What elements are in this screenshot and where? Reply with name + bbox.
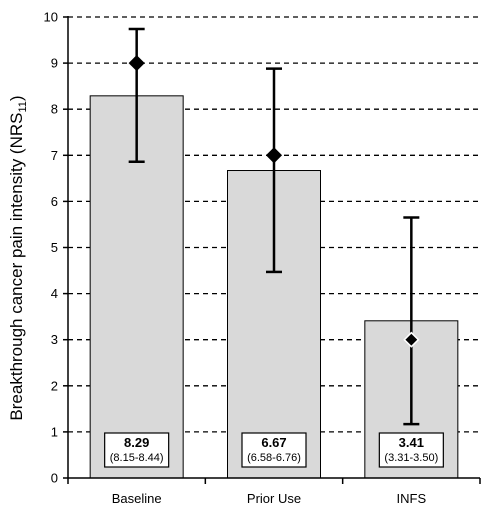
value-label-mean-prior-use: 6.67	[261, 435, 286, 450]
value-labels: 8.29 (8.15-8.44) 6.67 (6.58-6.76) 3.41 (3.31-…	[104, 432, 444, 468]
value-label-box-baseline	[104, 432, 170, 468]
value-label-box-infs	[378, 432, 444, 468]
y-tick-label-5: 5	[51, 240, 58, 255]
y-tick-label-3: 3	[51, 332, 58, 347]
y-tick-label-8: 8	[51, 102, 58, 117]
value-label-mean-baseline: 8.29	[124, 435, 149, 450]
median-marker-prior-use	[265, 147, 283, 164]
axes	[63, 16, 481, 484]
y-tick-label-7: 7	[51, 148, 58, 163]
y-tick-label-1: 1	[51, 424, 58, 439]
category-label-prior-use: Prior Use	[247, 491, 301, 506]
y-tick-label-10: 10	[44, 10, 58, 25]
y-tick-label-6: 6	[51, 194, 58, 209]
y-tick-label-4: 4	[51, 286, 58, 301]
error-bars	[128, 27, 420, 426]
value-label-ci-infs: (3.31-3.50)	[384, 452, 438, 464]
value-label-ci-baseline: (8.15-8.44)	[110, 452, 164, 464]
median-marker-baseline	[128, 55, 145, 72]
y-axis-title: Breakthrough cancer pain intensity (NRS1…	[7, 95, 29, 420]
median-marker-infs	[403, 331, 420, 348]
y-tick-label-2: 2	[51, 378, 58, 393]
y-tick-label-9: 9	[51, 56, 58, 71]
x-category-labels: Baseline Prior Use INFS	[112, 491, 427, 506]
y-tick-labels: 0 1 2 3 4 5 6 7 8 9 10	[44, 10, 58, 486]
y-tick-label-0: 0	[51, 471, 58, 486]
value-label-ci-prior-use: (6.58-6.76)	[247, 452, 301, 464]
category-label-baseline: Baseline	[112, 491, 162, 506]
value-label-mean-infs: 3.41	[399, 435, 424, 450]
category-label-infs: INFS	[397, 491, 427, 506]
value-label-box-prior-use	[241, 432, 307, 468]
